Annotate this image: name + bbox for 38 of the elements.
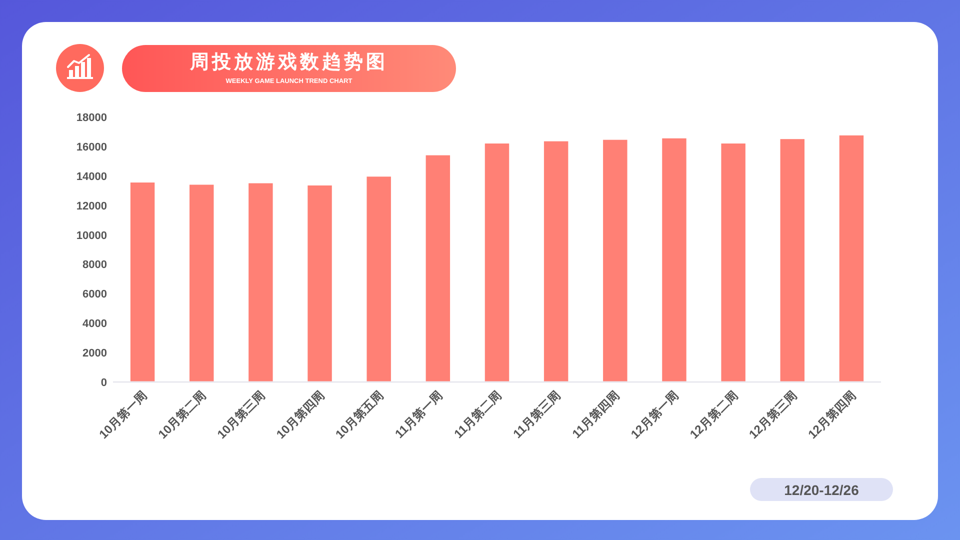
- x-tick-label: 12月第三周: [746, 388, 800, 442]
- x-tick-label: 12月第四周: [805, 388, 859, 442]
- x-tick-label: 10月第三周: [214, 388, 268, 442]
- bar: [603, 140, 628, 382]
- x-tick-label: 12月第二周: [687, 388, 740, 442]
- x-tick-label: 11月第三周: [510, 388, 564, 442]
- y-tick-label: 6000: [82, 288, 107, 301]
- y-tick-label: 0: [100, 377, 107, 389]
- x-tick-label: 10月第二周: [155, 388, 209, 442]
- x-tick-label: 10月第五周: [332, 388, 386, 442]
- bar: [366, 176, 391, 382]
- bar: [248, 183, 273, 382]
- x-tick-label: 11月第二周: [451, 388, 504, 442]
- bar: [839, 135, 864, 382]
- y-tick-label: 4000: [82, 318, 107, 330]
- bar: [484, 144, 510, 382]
- y-tick-label: 18000: [76, 112, 107, 124]
- y-tick-label: 8000: [82, 259, 107, 272]
- bar: [780, 139, 804, 382]
- chart-title: 周投放游戏数趋势图: [189, 51, 388, 73]
- bar: [130, 182, 155, 382]
- x-tick-label: 10月第一周: [96, 388, 150, 442]
- x-tick-label: 11月第一周: [392, 388, 446, 442]
- y-tick-label: 12000: [76, 200, 107, 212]
- text: 12/20-12/26: [784, 482, 860, 498]
- y-tick-label: 16000: [76, 141, 107, 154]
- bar: [544, 141, 568, 382]
- y-tick-label: 10000: [76, 230, 107, 242]
- bar: [426, 155, 450, 382]
- bar: [308, 185, 332, 382]
- y-tick-label: 2000: [82, 348, 107, 360]
- x-tick-label: 11月第四周: [569, 388, 622, 442]
- x-tick-label: 12月第一周: [628, 388, 682, 442]
- y-tick-label: 14000: [76, 170, 107, 183]
- bar: [721, 144, 746, 382]
- x-tick-label: 10月第四周: [274, 388, 327, 442]
- bar: [190, 184, 214, 382]
- bar: [662, 138, 686, 382]
